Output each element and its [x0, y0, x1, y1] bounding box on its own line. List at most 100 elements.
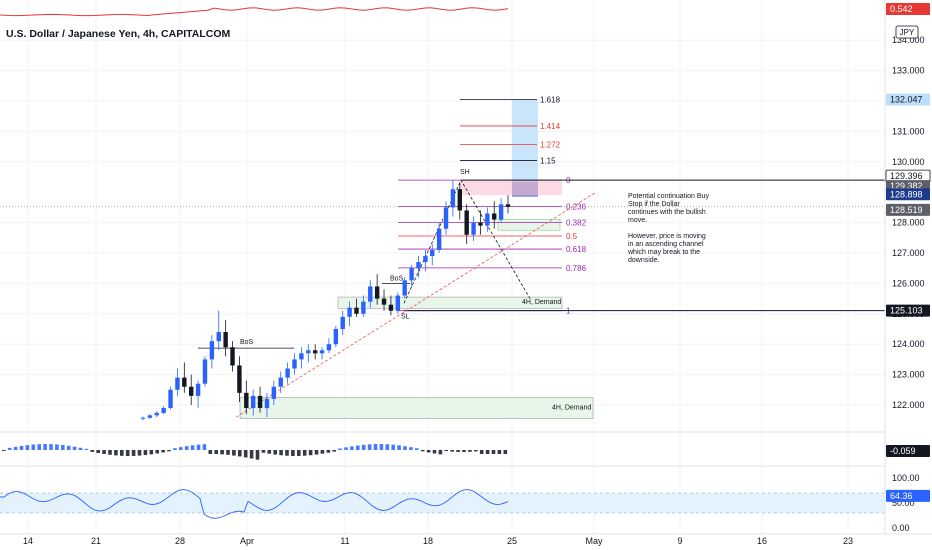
zone-label: 4H, Demand: [552, 404, 591, 411]
candle-body: [216, 332, 221, 342]
macd-bar: [361, 444, 366, 450]
macd-bar: [302, 450, 307, 456]
x-tick-label: 21: [91, 536, 101, 546]
macd-bar: [255, 450, 260, 460]
price-tag: [886, 203, 930, 216]
macd-bar: [125, 450, 130, 456]
macd-bar: [391, 444, 395, 450]
macd-bar: [37, 444, 41, 450]
price-tag: [886, 445, 930, 457]
candle-body: [416, 262, 421, 269]
candle-body: [381, 298, 387, 305]
x-tick-label: 16: [757, 536, 767, 546]
candle-body: [195, 383, 201, 396]
candle-body: [395, 295, 401, 311]
y-tick-label: 128.000: [892, 218, 925, 228]
candle-body: [182, 377, 187, 387]
top-indicator-panel: [0, 7, 509, 17]
macd-bar: [114, 450, 118, 456]
candle-body: [505, 204, 511, 207]
fib-level-label: 0.786: [566, 264, 587, 273]
fib-level-label: 1.272: [540, 140, 561, 149]
candle-body: [402, 280, 407, 296]
x-tick-label: 25: [507, 536, 517, 546]
x-tick-label: 28: [175, 536, 185, 546]
zone-label: 4H, Demand: [522, 299, 561, 306]
price-tag-label: 132.047: [890, 95, 923, 105]
currency-badge-box: [895, 25, 919, 39]
candle-body: [257, 395, 263, 409]
macd-bar: [326, 450, 331, 453]
candle-body: [430, 249, 435, 257]
macd-bar: [84, 448, 89, 450]
y-tick-label: 130.000: [892, 157, 925, 167]
macd-bar: [7, 447, 12, 450]
macd-bar: [49, 444, 53, 450]
y-tick-label: 134.000: [892, 35, 925, 45]
macd-bar: [31, 444, 36, 450]
macd-bar: [261, 450, 266, 453]
macd-bar: [55, 444, 59, 450]
macd-bar: [120, 450, 124, 456]
rsi-tick-label: 0.00: [892, 523, 910, 533]
sl-label: SL: [401, 313, 410, 320]
price-tag: [886, 489, 930, 502]
candle-body: [223, 332, 228, 348]
fib-level-label: 0.382: [566, 219, 587, 228]
trend-lines: BoS BoS SH SL: [0, 169, 885, 418]
y-tick-label: 122.000: [892, 400, 925, 410]
macd-bar: [415, 448, 419, 450]
price-tag: [886, 93, 930, 106]
macd-bar: [249, 450, 254, 459]
macd-bar: [202, 444, 207, 450]
time-axis: 14 21 28 Apr 11 18 25 May 9 16 23: [0, 533, 932, 546]
macd-panel: [2, 444, 508, 460]
macd-bar: [356, 445, 360, 450]
y-tick-label: 127.000: [892, 248, 925, 258]
y-tick-label: 123.000: [892, 370, 925, 380]
candle-body: [306, 350, 311, 354]
candle-body: [292, 359, 297, 369]
macd-bar: [409, 447, 413, 450]
candle-body: [368, 286, 373, 302]
note-paragraph-1: Potential continuation Buy Stop if the D…: [628, 193, 709, 224]
candles: [140, 180, 511, 421]
macd-bar: [208, 450, 213, 455]
candle-body: [423, 256, 428, 263]
macd-bar: [462, 450, 466, 452]
x-tick-label: Apr: [240, 536, 254, 546]
price-tag-label: 125.103: [890, 306, 923, 316]
macd-bar: [432, 450, 437, 454]
macd-bar: [338, 448, 342, 450]
candle-body: [285, 368, 290, 378]
macd-bar: [143, 450, 148, 456]
price-tag-label: -0.059: [890, 446, 916, 456]
macd-bar: [403, 446, 407, 450]
candle-body: [264, 398, 270, 409]
x-tick-label: 18: [423, 536, 433, 546]
demand-zone-small: [497, 219, 561, 231]
candle-body: [333, 329, 339, 345]
candle-body: [168, 389, 173, 409]
top-indicator-line: [0, 7, 509, 17]
candle-body: [436, 228, 442, 250]
macd-bar: [308, 450, 313, 456]
macd-bar: [232, 450, 236, 456]
target-zone: [512, 99, 538, 182]
fibonacci-levels: 00.2360.3820.50.6180.78611.151.2721.4141…: [398, 95, 587, 316]
macd-bar: [450, 450, 454, 452]
macd-bar: [161, 450, 165, 453]
candle-body: [498, 204, 504, 220]
macd-bar: [291, 450, 295, 456]
candle-body: [347, 307, 352, 317]
macd-bar: [196, 444, 201, 450]
macd-bar: [220, 450, 224, 455]
x-tick-label: 23: [843, 536, 853, 546]
y-tick-label: 124.000: [892, 339, 925, 349]
macd-bar: [179, 447, 183, 450]
macd-bar: [167, 450, 171, 452]
fib-level-label: 0.5: [566, 232, 578, 241]
candle-body: [147, 415, 153, 418]
candle-body: [319, 350, 325, 354]
candle-body: [271, 386, 277, 399]
